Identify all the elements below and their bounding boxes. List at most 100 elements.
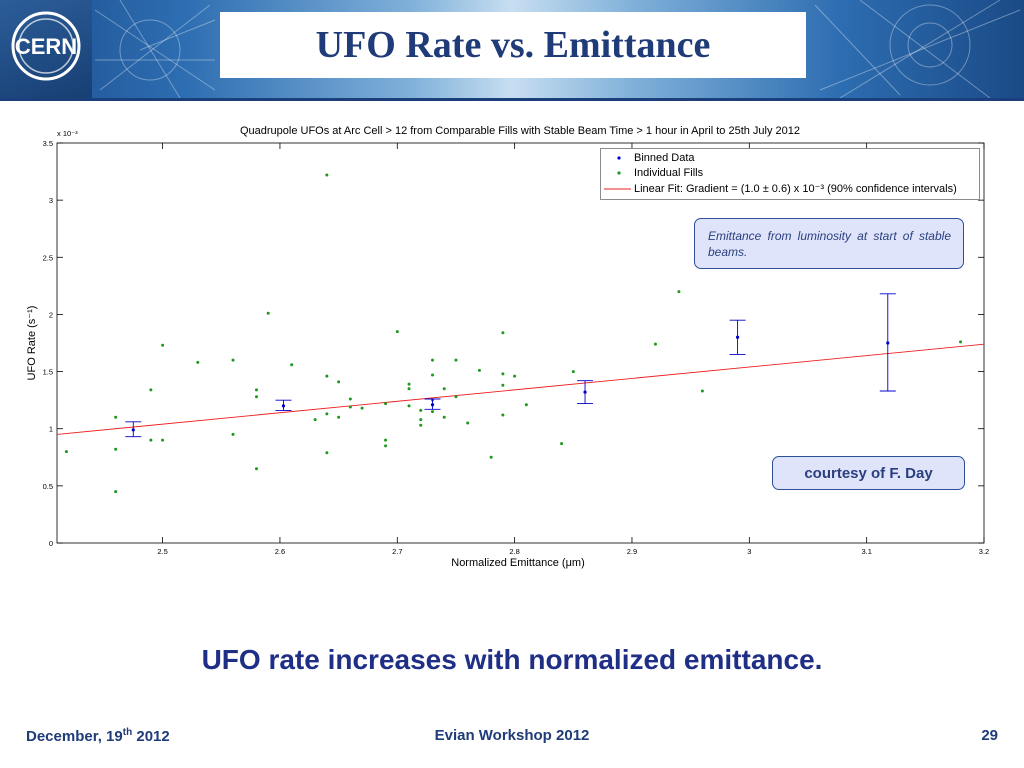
individual-fill-point bbox=[325, 374, 329, 378]
individual-fill-point bbox=[677, 290, 681, 294]
individual-fill-point bbox=[407, 404, 411, 408]
y-tick-label: 1 bbox=[49, 425, 53, 434]
individual-fill-point bbox=[501, 331, 505, 335]
emittance-note-text: Emittance from luminosity at start of st… bbox=[708, 229, 951, 259]
individual-fill-point bbox=[290, 363, 294, 367]
x-tick-label: 3 bbox=[747, 547, 751, 556]
binned-data-point bbox=[886, 341, 890, 345]
slide-title: UFO Rate vs. Emittance bbox=[315, 24, 711, 66]
y-axis-label: UFO Rate (s⁻¹) bbox=[26, 306, 38, 381]
footer-date: December, 19th 2012 bbox=[26, 727, 170, 745]
individual-fill-point bbox=[360, 406, 364, 410]
binned-data-point bbox=[583, 390, 587, 394]
individual-fill-point bbox=[419, 418, 423, 422]
x-tick-label: 2.8 bbox=[509, 547, 519, 556]
individual-fill-point bbox=[149, 388, 153, 392]
individual-fill-point bbox=[501, 372, 505, 376]
y-tick-label: 0 bbox=[49, 539, 53, 548]
individual-fill-point bbox=[959, 340, 963, 344]
individual-fill-point bbox=[571, 370, 575, 374]
individual-fill-point bbox=[454, 395, 458, 399]
footer-date-year: 2012 bbox=[132, 728, 170, 745]
individual-fill-point bbox=[501, 383, 505, 387]
y-tick-label: 3 bbox=[49, 196, 53, 205]
page-number: 29 bbox=[981, 727, 998, 744]
individual-fill-point bbox=[231, 432, 235, 436]
individual-fill-point bbox=[325, 173, 329, 177]
y-tick-label: 0.5 bbox=[43, 482, 53, 491]
individual-fill-point bbox=[161, 343, 165, 347]
legend-label-fit: Linear Fit: Gradient = (1.0 ± 0.6) x 10⁻… bbox=[634, 183, 957, 195]
individual-fill-point bbox=[64, 450, 68, 454]
x-tick-label: 2.7 bbox=[392, 547, 402, 556]
individual-fill-point bbox=[254, 388, 258, 392]
individual-fill-point bbox=[442, 415, 446, 419]
x-tick-label: 2.5 bbox=[157, 547, 167, 556]
scatter-chart: Quadrupole UFOs at Arc Cell > 12 from Co… bbox=[26, 125, 989, 569]
individual-fill-point bbox=[560, 442, 564, 446]
binned-data-point bbox=[131, 428, 135, 432]
x-axis-label: Normalized Emittance (μm) bbox=[451, 557, 584, 569]
legend-marker-fills bbox=[617, 171, 621, 175]
emittance-note-callout: Emittance from luminosity at start of st… bbox=[694, 218, 964, 269]
binned-data-point bbox=[735, 335, 740, 339]
individual-fill-point bbox=[489, 455, 493, 459]
individual-fill-point bbox=[325, 451, 329, 455]
individual-fill-point bbox=[384, 402, 388, 406]
chart-container: Quadrupole UFOs at Arc Cell > 12 from Co… bbox=[0, 118, 1024, 578]
individual-fill-point bbox=[501, 413, 505, 417]
individual-fill-point bbox=[254, 395, 258, 399]
individual-fill-point bbox=[477, 368, 481, 372]
courtesy-callout: courtesy of F. Day bbox=[772, 456, 965, 490]
x-tick-label: 2.6 bbox=[275, 547, 285, 556]
individual-fill-point bbox=[254, 467, 258, 471]
individual-fill-point bbox=[384, 438, 388, 442]
individual-fill-point bbox=[348, 405, 352, 409]
y-tick-label: 2 bbox=[49, 310, 53, 319]
courtesy-text: courtesy of F. Day bbox=[804, 464, 933, 482]
individual-fill-point bbox=[384, 444, 388, 448]
individual-fill-point bbox=[149, 438, 153, 442]
legend-label-fills: Individual Fills bbox=[634, 167, 704, 179]
individual-fill-point bbox=[325, 412, 329, 416]
legend-marker-binned bbox=[617, 156, 621, 160]
header-divider bbox=[0, 98, 1024, 101]
cern-logo-text: CERN bbox=[15, 34, 77, 59]
y-exponent-label: x 10⁻³ bbox=[57, 129, 78, 138]
y-tick-label: 1.5 bbox=[43, 368, 53, 377]
x-tick-label: 3.2 bbox=[979, 547, 989, 556]
binned-data-point bbox=[281, 404, 286, 408]
individual-fill-point bbox=[419, 408, 423, 412]
footer-date-prefix: December, 19 bbox=[26, 728, 123, 745]
individual-fill-point bbox=[419, 423, 423, 427]
individual-fill-point bbox=[407, 382, 411, 386]
individual-fill-point bbox=[337, 380, 341, 384]
y-tick-label: 2.5 bbox=[43, 253, 53, 262]
linear-fit-line bbox=[56, 343, 985, 435]
conclusion-text: UFO rate increases with normalized emitt… bbox=[201, 644, 823, 675]
individual-fill-point bbox=[196, 360, 200, 364]
individual-fill-point bbox=[114, 415, 118, 419]
chart-title: Quadrupole UFOs at Arc Cell > 12 from Co… bbox=[240, 125, 800, 137]
individual-fill-point bbox=[337, 415, 341, 419]
y-tick-label: 3.5 bbox=[43, 139, 53, 148]
slide-header-banner: CERN UFO Rate vs. Emittance bbox=[0, 0, 1024, 98]
individual-fill-point bbox=[231, 358, 235, 362]
title-box: UFO Rate vs. Emittance bbox=[220, 12, 806, 78]
individual-fill-point bbox=[395, 330, 399, 334]
legend-marker-fit bbox=[604, 188, 631, 190]
footer-date-suffix: th bbox=[122, 727, 133, 738]
individual-fill-point bbox=[266, 311, 270, 315]
cern-logo: CERN bbox=[0, 0, 92, 98]
individual-fill-point bbox=[348, 397, 352, 401]
individual-fill-point bbox=[430, 410, 434, 414]
individual-fill-point bbox=[407, 387, 411, 391]
cern-logo-mark: CERN bbox=[11, 11, 81, 81]
footer-event: Evian Workshop 2012 bbox=[434, 727, 590, 744]
x-tick-label: 3.1 bbox=[861, 547, 871, 556]
header-background-art bbox=[94, 0, 1021, 98]
individual-fill-point bbox=[454, 358, 458, 362]
individual-fill-point bbox=[466, 421, 470, 425]
legend-label-binned: Binned Data bbox=[634, 152, 695, 164]
plot-frame bbox=[56, 142, 985, 544]
